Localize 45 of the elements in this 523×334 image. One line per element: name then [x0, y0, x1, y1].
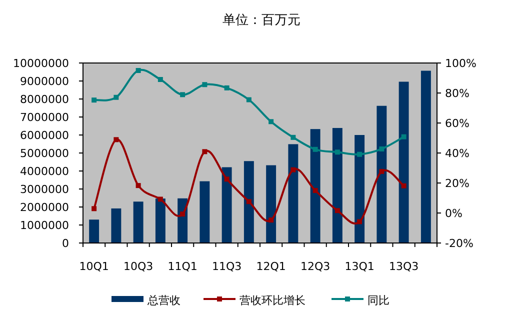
y-tick-label: 6000000: [20, 129, 69, 142]
y-tick-label: 0: [62, 237, 69, 250]
x-tick-label: 10Q1: [79, 260, 109, 273]
bar: [288, 144, 298, 243]
bar: [398, 82, 409, 243]
y2-tick-label: 0%: [445, 207, 462, 220]
y2-tick-label: -20%: [445, 237, 474, 250]
y-tick-label: 10000000: [13, 57, 69, 70]
chart-title: 单位：百万元: [222, 13, 300, 28]
x-tick-label: 10Q3: [123, 260, 154, 273]
bar: [222, 167, 232, 243]
x-tick-label: 13Q1: [344, 260, 374, 273]
x-tick-label: 12Q1: [256, 260, 286, 273]
bar: [244, 161, 254, 243]
y-tick-label: 1000000: [20, 219, 69, 232]
x-tick-label: 11Q1: [168, 260, 198, 273]
bar: [266, 165, 276, 243]
x-tick-label: 11Q3: [212, 260, 242, 273]
y2-tick-label: 20%: [445, 177, 470, 190]
bar: [200, 181, 210, 243]
y2-tick-label: 60%: [445, 117, 470, 130]
y-tick-label: 7000000: [20, 111, 69, 124]
y-tick-label: 9000000: [20, 75, 69, 88]
y2-tick-label: 40%: [445, 147, 470, 160]
bar: [89, 220, 100, 243]
bar: [354, 135, 365, 243]
legend-label: 同比: [368, 294, 390, 307]
y-tick-label: 2000000: [20, 201, 69, 214]
legend-label: 营收环比增长: [240, 294, 306, 307]
bar: [111, 208, 122, 243]
y-tick-label: 4000000: [20, 165, 69, 178]
x-tick-label: 13Q3: [388, 260, 419, 273]
bar: [133, 202, 144, 243]
y-tick-label: 3000000: [20, 183, 69, 196]
y-tick-label: 8000000: [20, 93, 69, 106]
bar: [420, 70, 431, 243]
y2-tick-label: 80%: [445, 87, 470, 100]
bar: [310, 129, 320, 243]
y-tick-label: 5000000: [20, 147, 69, 160]
bar: [155, 198, 166, 243]
bar: [376, 106, 387, 243]
bar: [332, 128, 342, 243]
x-tick-label: 12Q3: [300, 260, 330, 273]
y2-tick-label: 100%: [445, 57, 476, 70]
legend-label: 总营收: [146, 294, 180, 307]
